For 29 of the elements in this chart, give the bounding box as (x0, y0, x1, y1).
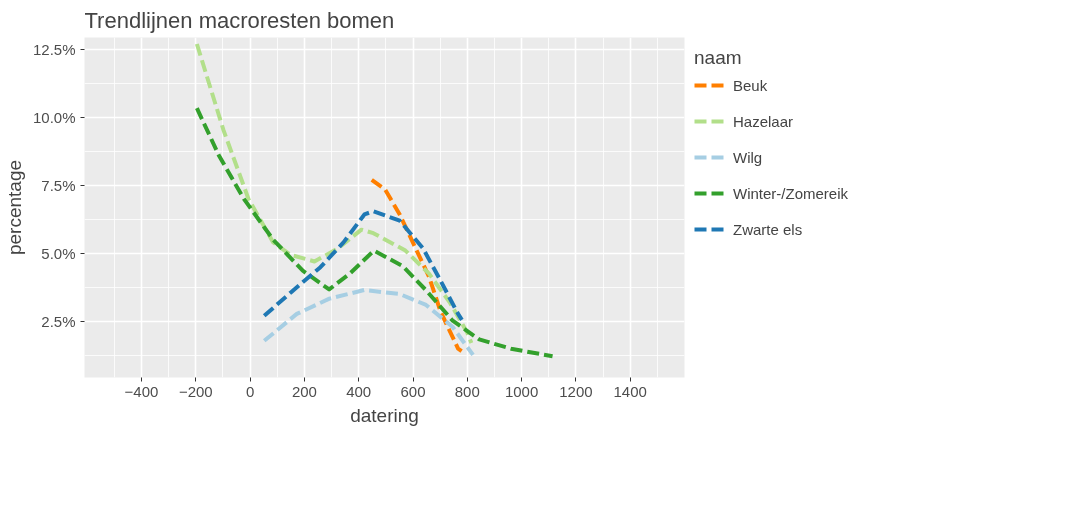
y-tick-label: 10.0% (32, 108, 76, 126)
x-tick-label: 1400 (613, 382, 647, 400)
y-axis-title: percentage (3, 159, 25, 256)
x-tick-label: 400 (346, 382, 372, 400)
legend-label: Zwarte els (733, 220, 803, 238)
x-tick-label: 0 (245, 382, 255, 400)
x-tick-label: 1000 (504, 382, 539, 400)
x-tick-label: 1200 (559, 382, 593, 400)
legend-label: Hazelaar (733, 112, 794, 130)
x-tick-label: 600 (400, 382, 426, 400)
line-series (194, 106, 555, 359)
x-tick-label: 800 (454, 382, 480, 400)
y-tick-label: 7.5% (41, 176, 76, 194)
legend-label: Beuk (733, 76, 768, 94)
line-series (262, 209, 464, 322)
y-tick-label: 12.5% (32, 40, 76, 58)
x-axis-title: datering (350, 404, 419, 426)
legend-label: Wilg (733, 148, 763, 166)
legend-label: Winter-/Zomereik (733, 184, 849, 202)
y-tick-label: 2.5% (41, 312, 76, 330)
y-tick-label: 5.0% (41, 244, 76, 262)
line-series (262, 287, 476, 357)
x-tick-label: 200 (291, 382, 317, 400)
chart-title: Trendlijnen macroresten bomen (84, 7, 395, 33)
line-series (194, 42, 474, 345)
line-series (369, 177, 464, 354)
legend-title: naam (694, 47, 743, 69)
x-tick-label: −200 (178, 382, 213, 400)
x-tick-label: −400 (124, 382, 159, 400)
